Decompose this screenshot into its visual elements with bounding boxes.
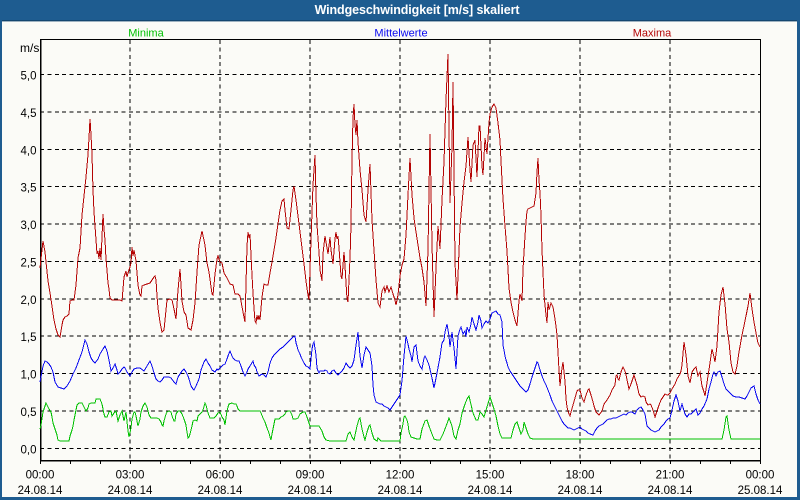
svg-text:2,0: 2,0 <box>21 295 37 307</box>
svg-text:4,5: 4,5 <box>21 108 37 120</box>
svg-text:21:00: 21:00 <box>656 470 685 482</box>
svg-text:24.08.14: 24.08.14 <box>108 485 153 497</box>
svg-text:Windgeschwindigkeit [m/s] skal: Windgeschwindigkeit [m/s] skaliert <box>315 3 521 17</box>
svg-text:24.08.14: 24.08.14 <box>18 485 63 497</box>
svg-text:25.08.14: 25.08.14 <box>738 485 783 497</box>
svg-text:24.08.14: 24.08.14 <box>648 485 693 497</box>
svg-text:09:00: 09:00 <box>296 470 325 482</box>
svg-text:24.08.14: 24.08.14 <box>378 485 423 497</box>
svg-text:06:00: 06:00 <box>206 470 235 482</box>
svg-text:Minima: Minima <box>128 28 164 40</box>
svg-text:0,5: 0,5 <box>21 407 37 419</box>
svg-text:Maxima: Maxima <box>633 28 672 40</box>
svg-text:4,0: 4,0 <box>21 145 37 157</box>
svg-text:1,0: 1,0 <box>21 370 37 382</box>
svg-text:00:00: 00:00 <box>746 470 775 482</box>
svg-text:1,5: 1,5 <box>21 332 37 344</box>
svg-text:3,5: 3,5 <box>21 183 37 195</box>
svg-text:2,5: 2,5 <box>21 257 37 269</box>
svg-text:3,0: 3,0 <box>21 220 37 232</box>
svg-text:03:00: 03:00 <box>116 470 145 482</box>
svg-text:24.08.14: 24.08.14 <box>558 485 603 497</box>
svg-text:5,0: 5,0 <box>21 71 37 83</box>
svg-text:24.08.14: 24.08.14 <box>198 485 243 497</box>
svg-text:m/s: m/s <box>20 41 39 55</box>
svg-text:24.08.14: 24.08.14 <box>468 485 513 497</box>
svg-text:Mittelwerte: Mittelwerte <box>374 28 427 40</box>
svg-text:18:00: 18:00 <box>566 470 595 482</box>
svg-text:24.08.14: 24.08.14 <box>288 485 333 497</box>
svg-text:15:00: 15:00 <box>476 470 505 482</box>
svg-text:0,0: 0,0 <box>21 444 37 456</box>
svg-text:12:00: 12:00 <box>386 470 415 482</box>
svg-text:00:00: 00:00 <box>26 470 55 482</box>
